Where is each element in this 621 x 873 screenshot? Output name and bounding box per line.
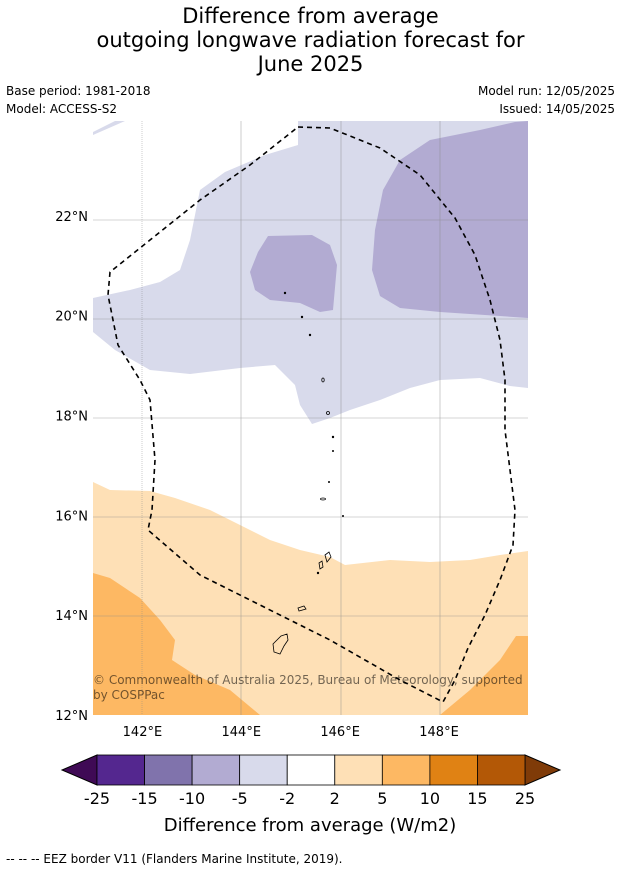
issued-label: Issued: 14/05/2025: [499, 102, 615, 116]
colorbar-tick-label: -25: [84, 789, 110, 808]
colorbar-tick-label: -2: [279, 789, 295, 808]
region-pos2: [93, 482, 528, 715]
y-tick-label: 20°N: [55, 310, 88, 325]
island-10: [341, 515, 344, 518]
colorbar-extend-low: [60, 754, 98, 786]
island-rota: [297, 605, 307, 612]
island-8: [331, 449, 334, 452]
colorbar-segment: [144, 754, 193, 786]
island-2: [326, 411, 330, 415]
colorbar-tick-label: -10: [179, 789, 205, 808]
colorbar-tick-label: -15: [131, 789, 157, 808]
colorbar: -25 -15 -10 -5 -2 2 5 10 15 25: [60, 754, 562, 808]
copyright-line-1: © Commonwealth of Australia 2025, Bureau…: [93, 673, 523, 687]
island-saipan: [324, 551, 332, 563]
island-5: [300, 315, 304, 319]
x-tick-label: 142°E: [123, 725, 163, 740]
region-neg5-north-east: [372, 121, 528, 318]
colorbar-tick-label: 25: [515, 789, 535, 808]
x-tick-label: 146°E: [320, 725, 360, 740]
y-tick-label: 18°N: [55, 410, 88, 425]
eez-border: [107, 126, 516, 704]
x-tick-label: 148°E: [419, 725, 459, 740]
island-1: [320, 497, 326, 501]
title-line-3: June 2025: [257, 52, 364, 76]
region-neg5-central: [250, 235, 337, 312]
meta-left: Base period: 1981-2018 Model: ACCESS-S2: [6, 82, 151, 118]
chart-title: Difference from average outgoing longwav…: [0, 4, 621, 76]
island-4: [308, 333, 312, 337]
x-axis: 142°E 144°E 146°E 148°E: [123, 725, 459, 740]
title-line-2: outgoing longwave radiation forecast for: [96, 28, 525, 52]
colorbar-segment: [334, 754, 383, 786]
y-tick-label: 22°N: [55, 210, 88, 225]
region-neg2-topleft-gap: [93, 121, 115, 132]
island-9: [327, 480, 330, 483]
y-tick-label: 16°N: [55, 509, 88, 524]
colorbar-segment: [239, 754, 288, 786]
base-period-label: Base period: 1981-2018: [6, 84, 151, 98]
island-guam: [272, 633, 289, 655]
region-neg2-topwhite: [93, 121, 298, 298]
region-pos5-south-west: [93, 573, 260, 715]
colorbar-segment: [477, 754, 526, 786]
y-axis: 12°N 14°N 16°N 18°N 20°N 22°N: [55, 210, 88, 724]
colorbar-tick-label: 15: [467, 789, 487, 808]
islands: [272, 291, 344, 655]
island-11: [316, 571, 320, 575]
island-6: [283, 291, 287, 295]
colorbar-segment: [191, 754, 241, 786]
map-panel: © Commonwealth of Australia 2025, Bureau…: [93, 121, 528, 715]
island-3: [321, 377, 325, 383]
colorbar-segment: [381, 754, 431, 786]
colorbar-tick-label: 10: [420, 789, 440, 808]
island-7: [331, 435, 335, 439]
x-tick-label: 144°E: [222, 725, 262, 740]
colorbar-segment: [429, 754, 478, 786]
colorbar-tick-label: 2: [330, 789, 340, 808]
copyright-line-2: by COSPPac: [93, 688, 165, 702]
colorbar-tick-label: 5: [377, 789, 387, 808]
model-run-label: Model run: 12/05/2025: [477, 84, 615, 98]
gridlines: [93, 121, 528, 715]
y-tick-label: 12°N: [55, 709, 88, 724]
y-tick-label: 14°N: [55, 609, 88, 624]
model-label: Model: ACCESS-S2: [6, 102, 118, 116]
colorbar-tick-label: -5: [232, 789, 248, 808]
colorbar-label: Difference from average (W/m2): [164, 815, 456, 836]
colorbar-segment: [286, 754, 336, 786]
region-pos5-south-east: [440, 636, 528, 715]
colorbar-extend-high: [524, 754, 562, 786]
meta-right: Model run: 12/05/2025 Issued: 14/05/2025: [478, 82, 615, 118]
island-tinian: [318, 560, 324, 570]
eez-footnote: -- -- -- EEZ border V11 (Flanders Marine…: [6, 852, 343, 866]
colorbar-segment: [96, 754, 145, 786]
title-line-1: Difference from average: [182, 4, 439, 28]
